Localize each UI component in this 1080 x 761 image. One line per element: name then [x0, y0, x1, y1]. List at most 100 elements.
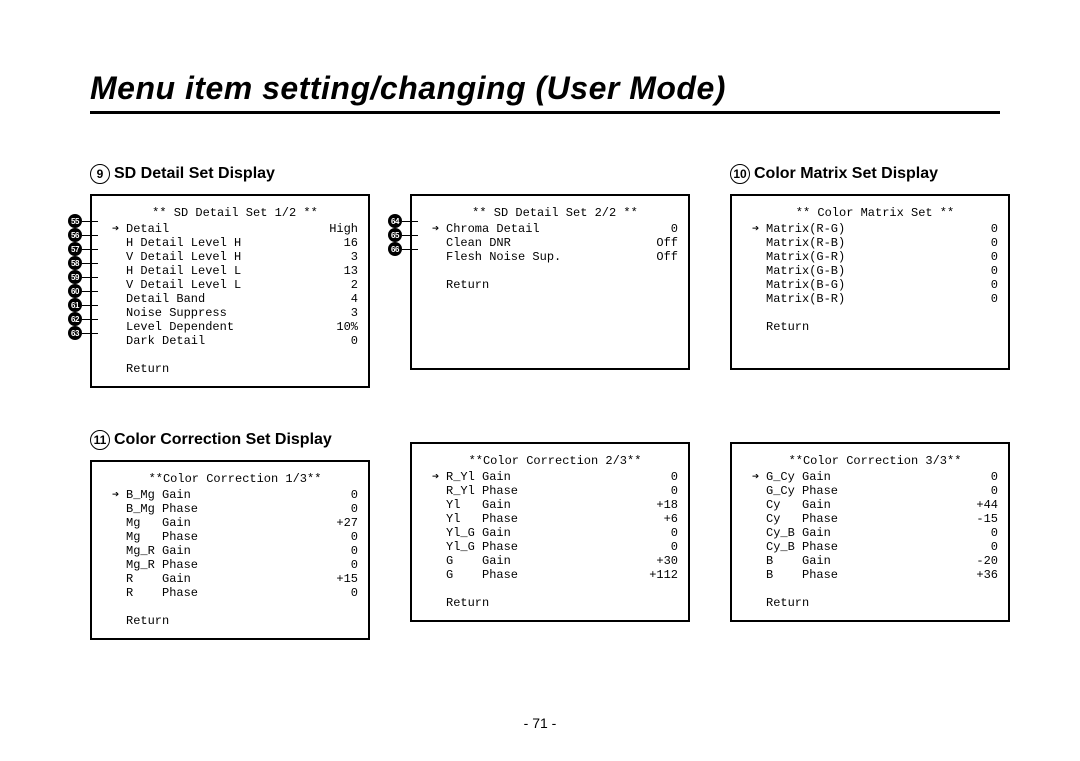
callout-number-icon: 57	[68, 242, 82, 256]
pointer-icon	[112, 320, 126, 334]
pointer-icon: ➔	[432, 222, 446, 236]
panel-color-matrix: ** Color Matrix Set **➔Matrix(R-G)0 Matr…	[730, 194, 1010, 370]
menu-value: 0	[958, 470, 998, 484]
menu-label: V Detail Level L	[126, 278, 241, 292]
menu-label: G_Cy Gain	[766, 470, 831, 484]
menu-value: 13	[318, 264, 358, 278]
menu-label: B Gain	[766, 554, 831, 568]
menu-row: ➔R_Yl Gain0	[432, 470, 678, 484]
menu-label: Matrix(R-B)	[766, 236, 845, 250]
callout-number-icon: 65	[388, 228, 402, 242]
menu-row: Yl_G Phase0	[432, 540, 678, 554]
menu-value: 0	[958, 484, 998, 498]
title-rule	[90, 111, 1000, 114]
menu-value: -15	[958, 512, 998, 526]
pointer-icon	[752, 250, 766, 264]
pointer-icon	[432, 236, 446, 250]
menu-label: Dark Detail	[126, 334, 205, 348]
menu-label: Mg_R Gain	[126, 544, 191, 558]
menu-row: R Phase0	[112, 586, 358, 600]
callout-number-icon: 62	[68, 312, 82, 326]
pointer-icon	[112, 530, 126, 544]
menu-value: Off	[638, 236, 678, 250]
pointer-icon	[432, 540, 446, 554]
pointer-icon: ➔	[432, 470, 446, 484]
menu-label: Detail	[126, 222, 169, 236]
pointer-icon	[112, 236, 126, 250]
menu-value: 10%	[318, 320, 358, 334]
menu-label: Cy_B Gain	[766, 526, 831, 540]
menu-row: Flesh Noise Sup.Off	[432, 250, 678, 264]
callout-number-icon: 58	[68, 256, 82, 270]
menu-value: 2	[318, 278, 358, 292]
callout-number-icon: 56	[68, 228, 82, 242]
menu-label: G Phase	[446, 568, 518, 582]
pointer-icon	[752, 526, 766, 540]
menu-value: Off	[638, 250, 678, 264]
panel-title: **Color Correction 1/3**	[112, 472, 358, 486]
menu-value: 0	[958, 222, 998, 236]
menu-label: R_Yl Gain	[446, 470, 511, 484]
panel-title: **Color Correction 2/3**	[432, 454, 678, 468]
menu-row: Noise Suppress3	[112, 306, 358, 320]
panel-color-correction-1: **Color Correction 1/3**➔B_Mg Gain0 B_Mg…	[90, 460, 370, 640]
menu-label: H Detail Level H	[126, 236, 241, 250]
section-label: SD Detail Set Display	[114, 165, 275, 183]
pointer-icon: ➔	[752, 222, 766, 236]
menu-label: Noise Suppress	[126, 306, 227, 320]
menu-row: B Phase+36	[752, 568, 998, 582]
section-number-icon: 11	[90, 430, 110, 450]
menu-value: 0	[318, 530, 358, 544]
menu-label: Mg Phase	[126, 530, 198, 544]
menu-value: High	[318, 222, 358, 236]
menu-value: 0	[318, 586, 358, 600]
menu-value: -20	[958, 554, 998, 568]
callout-number-icon: 60	[68, 284, 82, 298]
menu-value: 0	[958, 278, 998, 292]
section-number-icon: 10	[730, 164, 750, 184]
pointer-icon	[752, 568, 766, 582]
menu-label: Yl Gain	[446, 498, 511, 512]
menu-label: Matrix(B-G)	[766, 278, 845, 292]
menu-value: +18	[638, 498, 678, 512]
menu-label: B Phase	[766, 568, 838, 582]
panel-title: ** SD Detail Set 2/2 **	[432, 206, 678, 220]
menu-row: Clean DNROff	[432, 236, 678, 250]
menu-row: G Gain+30	[432, 554, 678, 568]
menu-label: R_Yl Phase	[446, 484, 518, 498]
menu-row: G Phase+112	[432, 568, 678, 582]
menu-row: V Detail Level H3	[112, 250, 358, 264]
pointer-icon: ➔	[752, 470, 766, 484]
menu-label: Cy Gain	[766, 498, 831, 512]
menu-row: Cy_B Phase0	[752, 540, 998, 554]
menu-value: 0	[318, 334, 358, 348]
menu-row: R_Yl Phase0	[432, 484, 678, 498]
menu-row: Matrix(B-G) 0	[752, 278, 998, 292]
pointer-icon	[112, 544, 126, 558]
pointer-icon	[752, 484, 766, 498]
menu-value: 4	[318, 292, 358, 306]
panel-title: ** Color Matrix Set **	[752, 206, 998, 220]
panel-color-correction-3: **Color Correction 3/3**➔G_Cy Gain0 G_Cy…	[730, 442, 1010, 622]
pointer-icon	[112, 334, 126, 348]
menu-label: Chroma Detail	[446, 222, 540, 236]
menu-row: Yl_G Gain0	[432, 526, 678, 540]
pointer-icon	[432, 250, 446, 264]
pointer-icon	[432, 526, 446, 540]
menu-row: Matrix(B-R)0	[752, 292, 998, 306]
section-number-icon: 9	[90, 164, 110, 184]
menu-value: 0	[318, 544, 358, 558]
pointer-icon	[752, 278, 766, 292]
panel-sd-detail-1: ** SD Detail Set 1/2 **➔DetailHigh H Det…	[90, 194, 370, 388]
menu-label: Cy Phase	[766, 512, 838, 526]
callout-number-icon: 59	[68, 270, 82, 284]
menu-value: 0	[958, 264, 998, 278]
menu-value: 0	[638, 222, 678, 236]
pointer-icon	[432, 484, 446, 498]
menu-value: 0	[958, 250, 998, 264]
menu-row: ➔DetailHigh	[112, 222, 358, 236]
menu-label: Matrix(G-B)	[766, 264, 845, 278]
menu-value: +6	[638, 512, 678, 526]
pointer-icon	[112, 278, 126, 292]
return-label: Return	[752, 320, 998, 334]
